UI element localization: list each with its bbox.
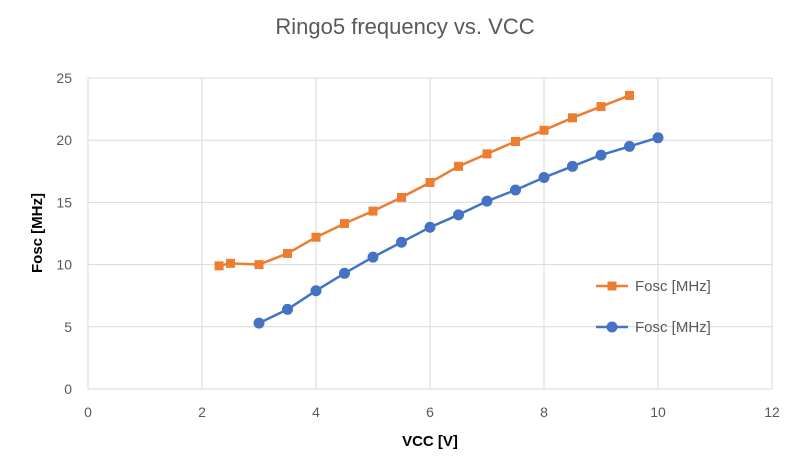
y-axis-ticks: 0 5 10 15 20 25 (56, 70, 72, 397)
data-point-circle (453, 209, 464, 221)
data-point-square (311, 232, 321, 242)
data-point-square (454, 161, 463, 171)
x-tick-label: 8 (540, 404, 548, 420)
data-point-square (568, 113, 577, 123)
data-point-circle (339, 267, 350, 279)
y-tick-label: 15 (56, 194, 72, 210)
grid (87, 77, 773, 390)
legend-label: Fosc [MHz] (635, 319, 711, 336)
series-group (214, 90, 664, 329)
data-point-square (425, 177, 435, 187)
data-point-circle (396, 236, 407, 248)
plot-area (87, 77, 773, 390)
data-point-square (539, 125, 549, 135)
legend-item: Fosc [MHz] (596, 278, 711, 295)
x-tick-label: 12 (764, 404, 780, 420)
data-point-circle (538, 172, 550, 184)
data-point-circle (282, 303, 293, 315)
data-point-square (368, 206, 378, 216)
data-point-square (596, 102, 606, 112)
x-tick-label: 6 (426, 404, 434, 420)
data-point-square (254, 260, 264, 270)
y-tick-label: 20 (56, 132, 72, 148)
data-point-circle (424, 221, 436, 233)
data-point-square (482, 149, 492, 159)
y-tick-label: 10 (56, 257, 72, 273)
legend: Fosc [MHz] Fosc [MHz] (596, 278, 711, 336)
legend-label: Fosc [MHz] (635, 278, 711, 295)
y-tick-label: 25 (56, 70, 72, 86)
x-tick-label: 4 (312, 404, 320, 420)
legend-marker (607, 281, 617, 291)
legend-marker (606, 321, 618, 333)
data-point-circle (253, 317, 265, 329)
data-point-circle (367, 251, 379, 263)
data-point-square (340, 219, 349, 229)
data-point-square (214, 261, 224, 271)
series-2 (253, 132, 664, 329)
y-tick-label: 5 (64, 319, 72, 335)
data-point-circle (624, 140, 635, 152)
data-point-circle (652, 132, 664, 144)
chart-title: Ringo5 frequency vs. VCC (275, 14, 534, 39)
data-point-circle (481, 195, 493, 207)
data-point-square (397, 192, 406, 202)
x-axis-title: VCC [V] (402, 433, 458, 450)
x-tick-label: 2 (198, 404, 206, 420)
x-tick-label: 10 (650, 404, 666, 420)
data-point-circle (595, 149, 607, 161)
y-tick-label: 0 (64, 381, 72, 397)
data-point-square (226, 258, 235, 268)
plot-border (87, 77, 773, 390)
data-point-square (511, 136, 520, 146)
data-point-circle (310, 285, 322, 297)
legend-item: Fosc [MHz] (596, 319, 711, 336)
series-line (218, 94, 630, 268)
y-axis-title: Fosc [MHz] (29, 193, 46, 273)
series-1 (214, 90, 634, 271)
data-point-circle (510, 184, 521, 196)
x-axis-ticks: 0 2 4 6 8 10 12 (84, 404, 780, 420)
data-point-square (283, 248, 292, 258)
data-point-square (625, 90, 634, 100)
x-tick-label: 0 (84, 404, 92, 420)
data-point-circle (567, 160, 578, 172)
